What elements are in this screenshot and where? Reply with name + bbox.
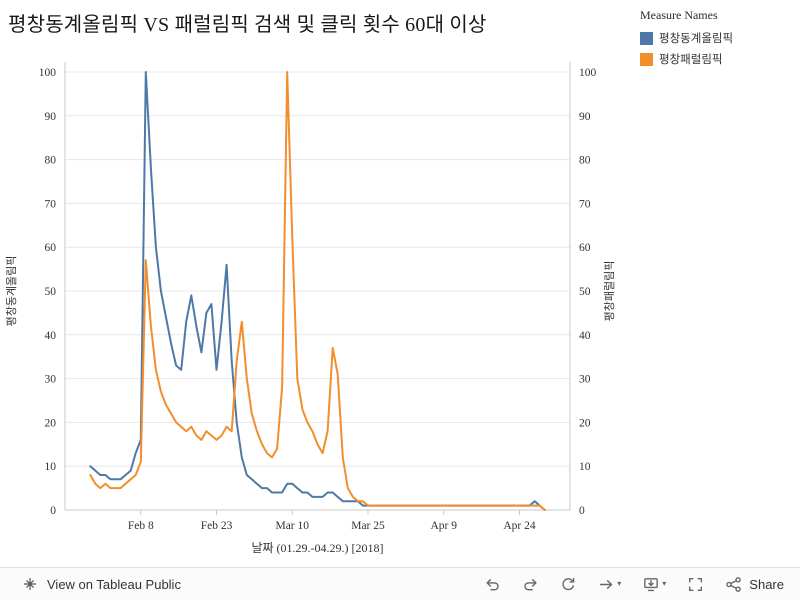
legend-title: Measure Names [640,8,718,22]
y-tick-label-right: 70 [579,198,591,210]
resume-icon [600,579,613,589]
y-tick-label-left: 10 [45,461,57,473]
line-chart[interactable]: 0 0 10 10 20 20 30 30 40 40 50 50 60 60 70 70 80 80 90 90 10… [0,50,800,565]
y-tick-label-left: 20 [45,417,57,429]
toolbar-buttons: ▾ ▾ Share [484,576,784,593]
x-axis-title: 날짜 (01.29.-04.29.) [2018] [251,541,383,555]
x-tick-label: Feb 23 [201,520,233,532]
share-button[interactable]: Share [725,576,784,593]
legend-item-label: 평창동계올림픽 [659,33,734,45]
redo-icon [524,578,537,590]
replay-button[interactable] [560,576,577,593]
y-tick-label-right: 50 [579,286,591,298]
caret-down-icon: ▾ [662,579,667,588]
download-icon [644,577,659,591]
view-on-label: View on Tableau Public [47,576,181,592]
redo-button[interactable] [522,576,539,593]
share-icon [726,576,742,592]
y-tick-label-left: 50 [45,286,57,298]
view-on-tableau-public-link[interactable]: View on Tableau Public [22,576,181,592]
download-button[interactable]: ▾ [642,576,666,593]
legend-swatch-blue-icon [640,31,653,45]
legend-item-label: 평창패럴림픽 [659,54,723,66]
y-tick-label-right: 80 [579,155,591,167]
y-tick-label-right: 60 [579,242,591,254]
series-line-paralympics[interactable] [89,71,546,511]
x-tick-label: Mar 10 [275,520,309,532]
caret-down-icon: ▾ [617,579,622,588]
undo-icon [486,578,499,590]
y-tick-label-right: 40 [579,330,591,342]
y-tick-label-left: 40 [45,330,57,342]
y-tick-label-left: 70 [45,198,57,210]
resume-button[interactable]: ▾ [598,576,621,593]
fullscreen-icon [689,577,703,591]
y-axis-title-right: 평창패럴림픽 [603,261,616,322]
y-tick-label-right: 100 [579,67,597,79]
y-tick-label-left: 60 [45,242,57,254]
y-tick-label-right: 0 [579,505,585,517]
y-tick-label-left: 30 [45,374,57,386]
x-tick-label: Mar 25 [351,520,385,532]
y-tick-label-right: 90 [579,111,591,123]
y-tick-label-left: 100 [39,67,57,79]
y-tick-label-left: 0 [50,505,56,517]
legend-swatch-orange-icon [640,52,653,66]
fullscreen-button[interactable] [687,576,704,593]
share-label: Share [749,576,784,592]
legend-item-paralympics[interactable]: 평창패럴림픽 [640,51,733,67]
legend: Measure Names 평창동계올림픽 평창패럴림픽 [640,8,733,72]
y-tick-label-right: 10 [579,461,591,473]
x-tick-label: Apr 24 [503,520,536,532]
y-tick-label-left: 80 [45,155,57,167]
page-title: 평창동계올림픽 VS 패럴림픽 검색 및 클릭 횟수 60대 이상 [8,14,487,36]
toolbar: View on Tableau Public [0,567,800,600]
y-tick-label-right: 20 [579,417,591,429]
y-tick-label-left: 90 [45,111,57,123]
tableau-logo-icon [23,577,37,591]
x-tick-label: Feb 8 [128,520,154,532]
legend-item-olympics[interactable]: 평창동계올림픽 [640,30,733,46]
undo-button[interactable] [484,576,501,593]
y-tick-label-right: 30 [579,374,591,386]
y-axis-title-left: 평창동계올림픽 [5,256,18,327]
replay-icon [562,577,575,590]
x-tick-label: Apr 9 [430,520,457,532]
